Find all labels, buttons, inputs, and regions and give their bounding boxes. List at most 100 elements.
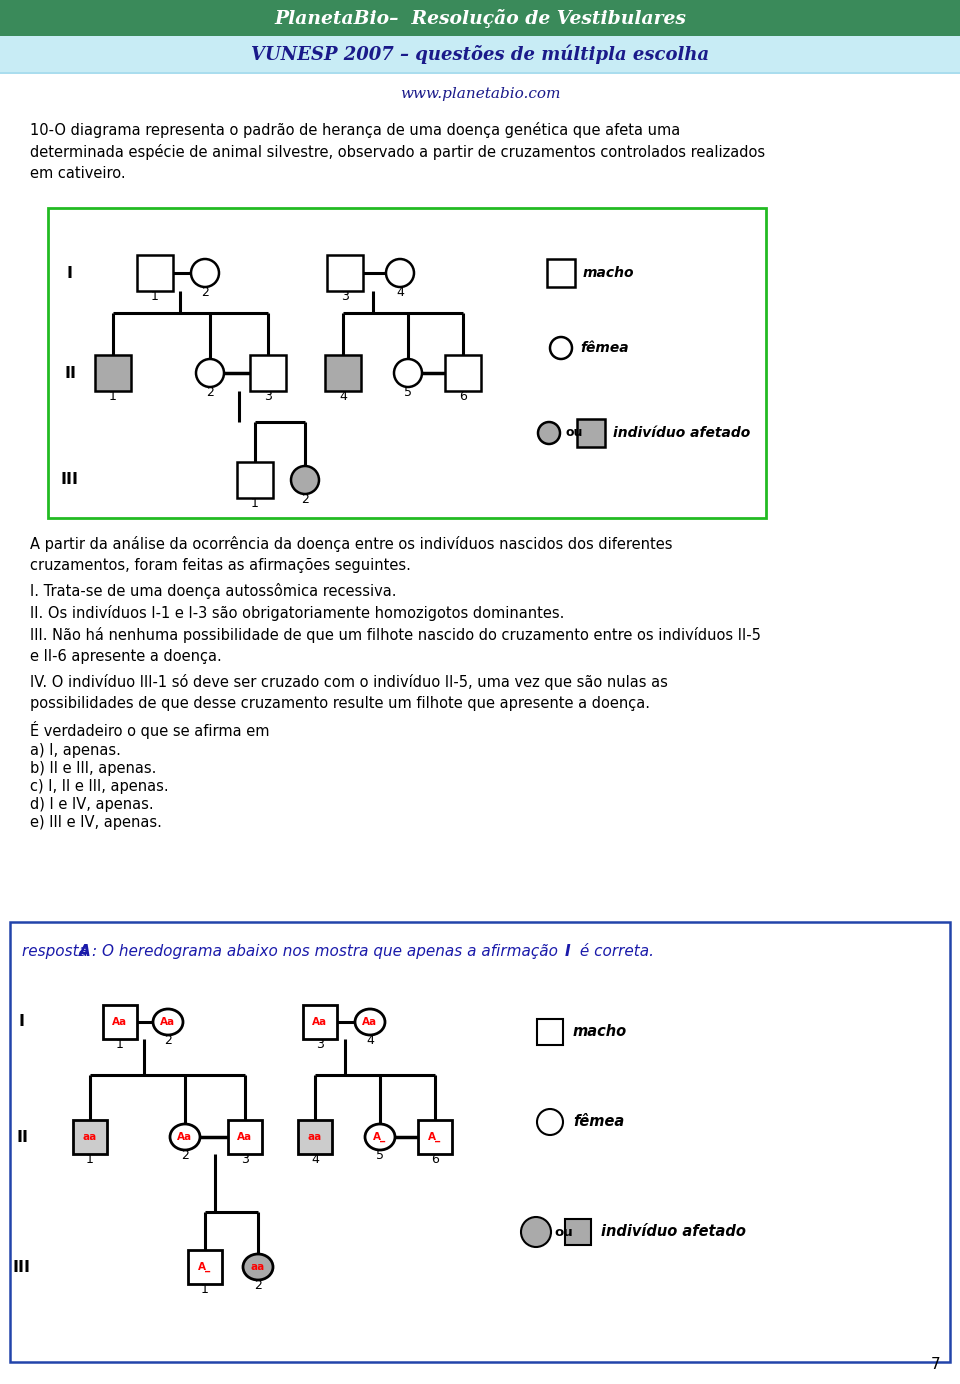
Text: resposta: resposta xyxy=(22,944,93,959)
Bar xyxy=(327,255,363,291)
Text: A: A xyxy=(79,944,91,959)
Bar xyxy=(48,208,766,518)
Bar xyxy=(137,255,173,291)
Text: em cativeiro.: em cativeiro. xyxy=(30,166,126,181)
Circle shape xyxy=(196,358,224,388)
Bar xyxy=(250,356,286,392)
Circle shape xyxy=(291,466,319,494)
Circle shape xyxy=(550,336,572,358)
Bar xyxy=(303,1005,337,1039)
Text: 10-O diagrama representa o padrão de herança de uma doença genética que afeta um: 10-O diagrama representa o padrão de her… xyxy=(30,122,681,138)
Text: 1: 1 xyxy=(201,1283,209,1295)
Text: aa: aa xyxy=(83,1132,97,1142)
Text: 4: 4 xyxy=(396,286,404,299)
Bar xyxy=(298,1120,332,1154)
Ellipse shape xyxy=(243,1254,273,1280)
Text: aa: aa xyxy=(251,1262,265,1272)
Text: 3: 3 xyxy=(264,390,272,403)
Text: Aa: Aa xyxy=(112,1017,128,1027)
Text: fêmea: fêmea xyxy=(573,1114,624,1129)
Text: 1: 1 xyxy=(151,291,159,303)
Text: a) I, apenas.: a) I, apenas. xyxy=(30,743,121,758)
Text: Aa: Aa xyxy=(363,1017,377,1027)
Circle shape xyxy=(394,358,422,388)
Text: 3: 3 xyxy=(316,1038,324,1050)
Bar xyxy=(418,1120,452,1154)
Text: b) II e III, apenas.: b) II e III, apenas. xyxy=(30,761,156,776)
Bar xyxy=(237,462,273,498)
Text: 2: 2 xyxy=(301,493,309,507)
Bar xyxy=(103,1005,137,1039)
Text: 5: 5 xyxy=(404,386,412,399)
Bar xyxy=(73,1120,107,1154)
Text: 3: 3 xyxy=(241,1153,249,1165)
Bar xyxy=(0,72,960,73)
Ellipse shape xyxy=(153,1009,183,1035)
Text: 4: 4 xyxy=(311,1153,319,1165)
Text: 5: 5 xyxy=(376,1149,384,1163)
Text: ou: ou xyxy=(566,426,584,440)
Text: 4: 4 xyxy=(366,1034,374,1048)
Text: A_: A_ xyxy=(199,1262,211,1272)
Circle shape xyxy=(537,1109,563,1135)
Text: VUNESP 2007 – questões de múltipla escolha: VUNESP 2007 – questões de múltipla escol… xyxy=(251,44,709,64)
Text: A_: A_ xyxy=(428,1132,442,1142)
Text: 2: 2 xyxy=(201,286,209,299)
Text: é correta.: é correta. xyxy=(575,944,654,959)
Text: A_: A_ xyxy=(373,1132,387,1142)
Text: 2: 2 xyxy=(206,386,214,399)
Bar xyxy=(0,36,960,72)
Text: 6: 6 xyxy=(431,1153,439,1165)
Bar xyxy=(228,1120,262,1154)
Bar xyxy=(445,356,481,392)
Text: www.planetabio.com: www.planetabio.com xyxy=(399,87,561,101)
Text: cruzamentos, foram feitas as afirmações seguintes.: cruzamentos, foram feitas as afirmações … xyxy=(30,558,411,573)
Text: c) I, II e III, apenas.: c) I, II e III, apenas. xyxy=(30,779,169,794)
Text: e II-6 apresente a doença.: e II-6 apresente a doença. xyxy=(30,649,222,664)
Circle shape xyxy=(521,1217,551,1247)
Text: possibilidades de que desse cruzamento resulte um filhote que apresente a doença: possibilidades de que desse cruzamento r… xyxy=(30,696,650,711)
Text: indivíduo afetado: indivíduo afetado xyxy=(601,1225,746,1240)
Bar xyxy=(95,356,131,392)
Text: aa: aa xyxy=(308,1132,323,1142)
Text: I: I xyxy=(565,944,570,959)
Text: 1: 1 xyxy=(252,497,259,509)
Text: ou: ou xyxy=(554,1225,573,1239)
Text: 6: 6 xyxy=(459,390,467,403)
Circle shape xyxy=(538,422,560,444)
Text: II: II xyxy=(16,1129,28,1145)
Text: indivíduo afetado: indivíduo afetado xyxy=(613,426,751,440)
Text: I: I xyxy=(19,1014,25,1030)
Text: I: I xyxy=(67,266,73,281)
Text: 1: 1 xyxy=(86,1153,94,1165)
Bar xyxy=(537,1019,563,1045)
Bar xyxy=(188,1250,222,1284)
Text: III. Não há nenhuma possibilidade de que um filhote nascido do cruzamento entre : III. Não há nenhuma possibilidade de que… xyxy=(30,627,761,644)
Ellipse shape xyxy=(170,1124,200,1150)
Text: É verdadeiro o que se afirma em: É verdadeiro o que se afirma em xyxy=(30,721,270,739)
Text: 4: 4 xyxy=(339,390,347,403)
Text: Aa: Aa xyxy=(237,1132,252,1142)
Text: : O heredograma abaixo nos mostra que apenas a afirmação: : O heredograma abaixo nos mostra que ap… xyxy=(92,944,563,959)
Text: macho: macho xyxy=(573,1024,627,1039)
Text: 2: 2 xyxy=(181,1149,189,1163)
Text: Aa: Aa xyxy=(312,1017,327,1027)
Text: Aa: Aa xyxy=(160,1017,176,1027)
Text: 3: 3 xyxy=(341,291,348,303)
Bar xyxy=(577,419,605,447)
Text: III: III xyxy=(13,1259,31,1275)
Bar xyxy=(547,259,575,286)
Ellipse shape xyxy=(355,1009,385,1035)
Text: 7: 7 xyxy=(930,1356,940,1372)
Bar xyxy=(0,0,960,36)
Text: determinada espécie de animal silvestre, observado a partir de cruzamentos contr: determinada espécie de animal silvestre,… xyxy=(30,144,765,161)
Bar xyxy=(10,922,950,1362)
Text: 2: 2 xyxy=(254,1279,262,1293)
Text: d) I e IV, apenas.: d) I e IV, apenas. xyxy=(30,797,154,812)
Bar xyxy=(325,356,361,392)
Circle shape xyxy=(191,259,219,286)
Text: 1: 1 xyxy=(116,1038,124,1050)
Ellipse shape xyxy=(365,1124,395,1150)
Text: fêmea: fêmea xyxy=(580,340,629,356)
Bar xyxy=(565,1219,591,1246)
